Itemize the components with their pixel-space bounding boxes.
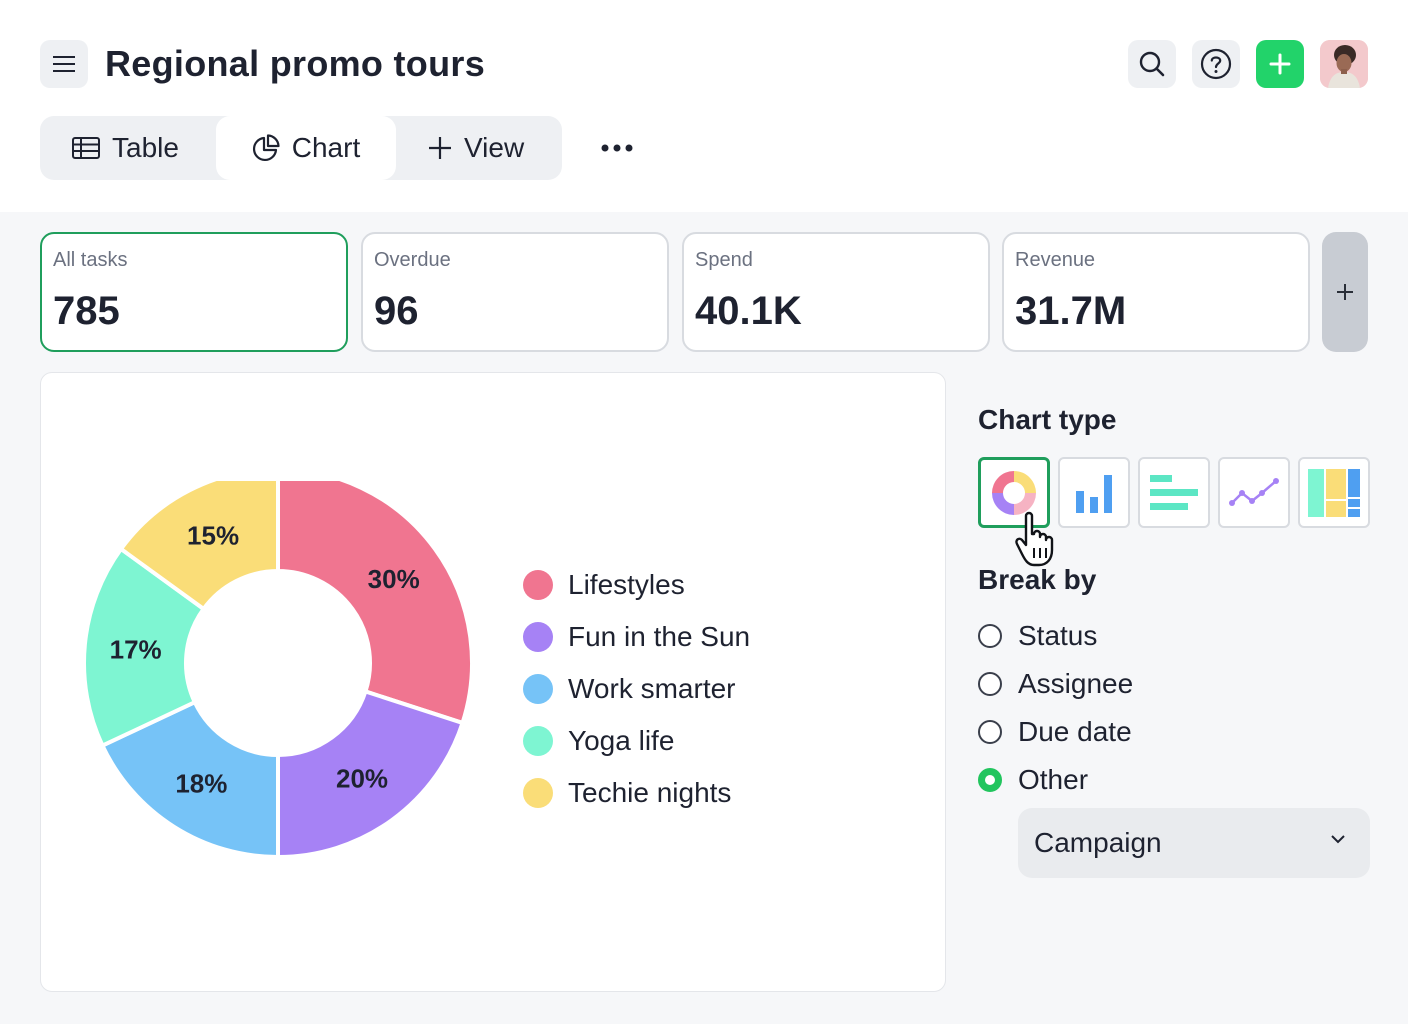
tab-table-label: Table xyxy=(112,132,179,163)
stat-value: 40.1K xyxy=(695,289,802,333)
tab-add-view-label: View xyxy=(464,132,525,163)
legend-item[interactable]: Fun in the Sun xyxy=(523,611,750,663)
help-button[interactable] xyxy=(1192,40,1240,88)
donut-slice-work-smarter[interactable] xyxy=(99,699,280,860)
plus-icon xyxy=(1337,284,1353,300)
bar-chart-icon xyxy=(1076,474,1112,513)
radio-button-selected[interactable] xyxy=(978,768,1002,792)
legend-label: Work smarter xyxy=(568,673,736,704)
table-icon xyxy=(72,137,100,159)
avatar[interactable] xyxy=(1320,40,1368,88)
break-by-heading: Break by xyxy=(978,564,1097,595)
break-by-due-date-option[interactable]: Due date xyxy=(978,712,1132,752)
donut-slice-techie-nights[interactable] xyxy=(118,481,280,612)
stat-card-overdue[interactable]: Overdue 96 xyxy=(361,232,669,352)
stat-label: Spend xyxy=(695,249,753,271)
top-bar xyxy=(0,0,1408,212)
stat-label: Overdue xyxy=(374,249,451,271)
break-by-assignee-option[interactable]: Assignee xyxy=(978,664,1133,704)
chart-type-bar-button[interactable] xyxy=(1058,457,1130,528)
stat-label: Revenue xyxy=(1015,249,1096,271)
chart-type-donut-button[interactable] xyxy=(978,457,1050,528)
stat-value: 31.7M xyxy=(1015,289,1127,333)
donut-slice-lifestyles[interactable] xyxy=(276,481,474,726)
plus-icon xyxy=(1269,53,1291,75)
user-avatar-icon xyxy=(1320,40,1368,88)
legend-swatch xyxy=(523,726,553,756)
radio-button[interactable] xyxy=(978,720,1002,744)
tab-add-view[interactable]: View xyxy=(428,116,524,180)
break-by-other-option[interactable]: Other xyxy=(978,760,1088,800)
break-by-status-option[interactable]: Status xyxy=(978,616,1097,656)
legend-item[interactable]: Techie nights xyxy=(523,767,750,819)
legend-label: Fun in the Sun xyxy=(568,621,751,652)
page-title: Regional promo tours xyxy=(105,43,486,84)
chart-legend: Lifestyles Fun in the Sun Work smarter Yoga… xyxy=(523,559,750,819)
tab-table[interactable]: Table xyxy=(72,116,179,180)
menu-button[interactable] xyxy=(40,40,88,88)
donut-chart-icon xyxy=(992,470,1036,515)
radio-label: Due date xyxy=(1018,716,1132,747)
legend-label: Lifestyles xyxy=(568,569,685,600)
chart-type-horizontal-bar-button[interactable] xyxy=(1138,457,1210,528)
slice-data-label: 20% xyxy=(336,764,388,794)
chart-type-heading: Chart type xyxy=(978,404,1117,435)
radio-button[interactable] xyxy=(978,672,1002,696)
more-options-icon xyxy=(601,144,633,152)
chart-type-treemap-button[interactable] xyxy=(1298,457,1370,528)
tab-chart[interactable]: Chart xyxy=(216,116,396,180)
chevron-down-icon xyxy=(1331,835,1345,844)
tab-chart-label: Chart xyxy=(291,132,361,163)
menu-icon xyxy=(53,56,75,72)
view-tabs: Table Chart View xyxy=(40,116,562,180)
radio-label: Assignee xyxy=(1018,668,1134,699)
legend-item[interactable]: Work smarter xyxy=(523,663,750,715)
stat-value: 785 xyxy=(53,289,120,333)
hand-pointer-cursor-icon xyxy=(1015,511,1054,567)
help-icon xyxy=(1200,48,1232,80)
slice-data-label: 17% xyxy=(110,635,162,665)
slice-data-label: 18% xyxy=(175,769,227,799)
stat-card-revenue[interactable]: Revenue 31.7M xyxy=(1002,232,1310,352)
stat-value: 96 xyxy=(374,289,419,333)
add-stat-button[interactable] xyxy=(1322,232,1368,352)
horizontal-bar-chart-icon xyxy=(1150,474,1198,510)
add-button[interactable] xyxy=(1256,40,1304,88)
search-icon xyxy=(1139,51,1165,77)
stat-card-spend[interactable]: Spend 40.1K xyxy=(682,232,990,352)
legend-label: Yoga life xyxy=(568,725,675,756)
radio-label: Status xyxy=(1018,620,1098,651)
stat-card-all-tasks[interactable]: All tasks 785 xyxy=(40,232,348,352)
plus-icon xyxy=(429,137,451,159)
slice-data-label: 30% xyxy=(368,564,420,594)
search-button[interactable] xyxy=(1128,40,1176,88)
legend-label: Techie nights xyxy=(568,777,732,808)
legend-swatch xyxy=(523,778,553,808)
chart-panel: 30% 20% 18% 17% 15% Lifestyles Fun in the Sun… xyxy=(40,372,946,992)
more-button[interactable] xyxy=(592,128,642,168)
legend-swatch xyxy=(523,622,553,652)
select-value: Campaign xyxy=(1034,827,1162,858)
slice-data-label: 15% xyxy=(187,521,239,551)
stat-label: All tasks xyxy=(53,249,128,271)
donut-slice-yoga-life[interactable] xyxy=(82,546,207,749)
radio-label: Other xyxy=(1018,764,1089,795)
legend-item[interactable]: Yoga life xyxy=(523,715,750,767)
donut-slice-fun-in-the-sun[interactable] xyxy=(276,688,466,860)
treemap-chart-icon xyxy=(1308,468,1360,517)
break-by-field-select[interactable]: Campaign xyxy=(1018,808,1370,878)
legend-item[interactable]: Lifestyles xyxy=(523,559,750,611)
chart-type-line-button[interactable] xyxy=(1218,457,1290,528)
radio-button[interactable] xyxy=(978,624,1002,648)
legend-swatch xyxy=(523,570,553,600)
pie-chart-icon xyxy=(252,134,280,162)
legend-swatch xyxy=(523,674,553,704)
line-chart-icon xyxy=(1229,477,1279,506)
donut-chart: 30% 20% 18% 17% 15% xyxy=(82,481,474,860)
